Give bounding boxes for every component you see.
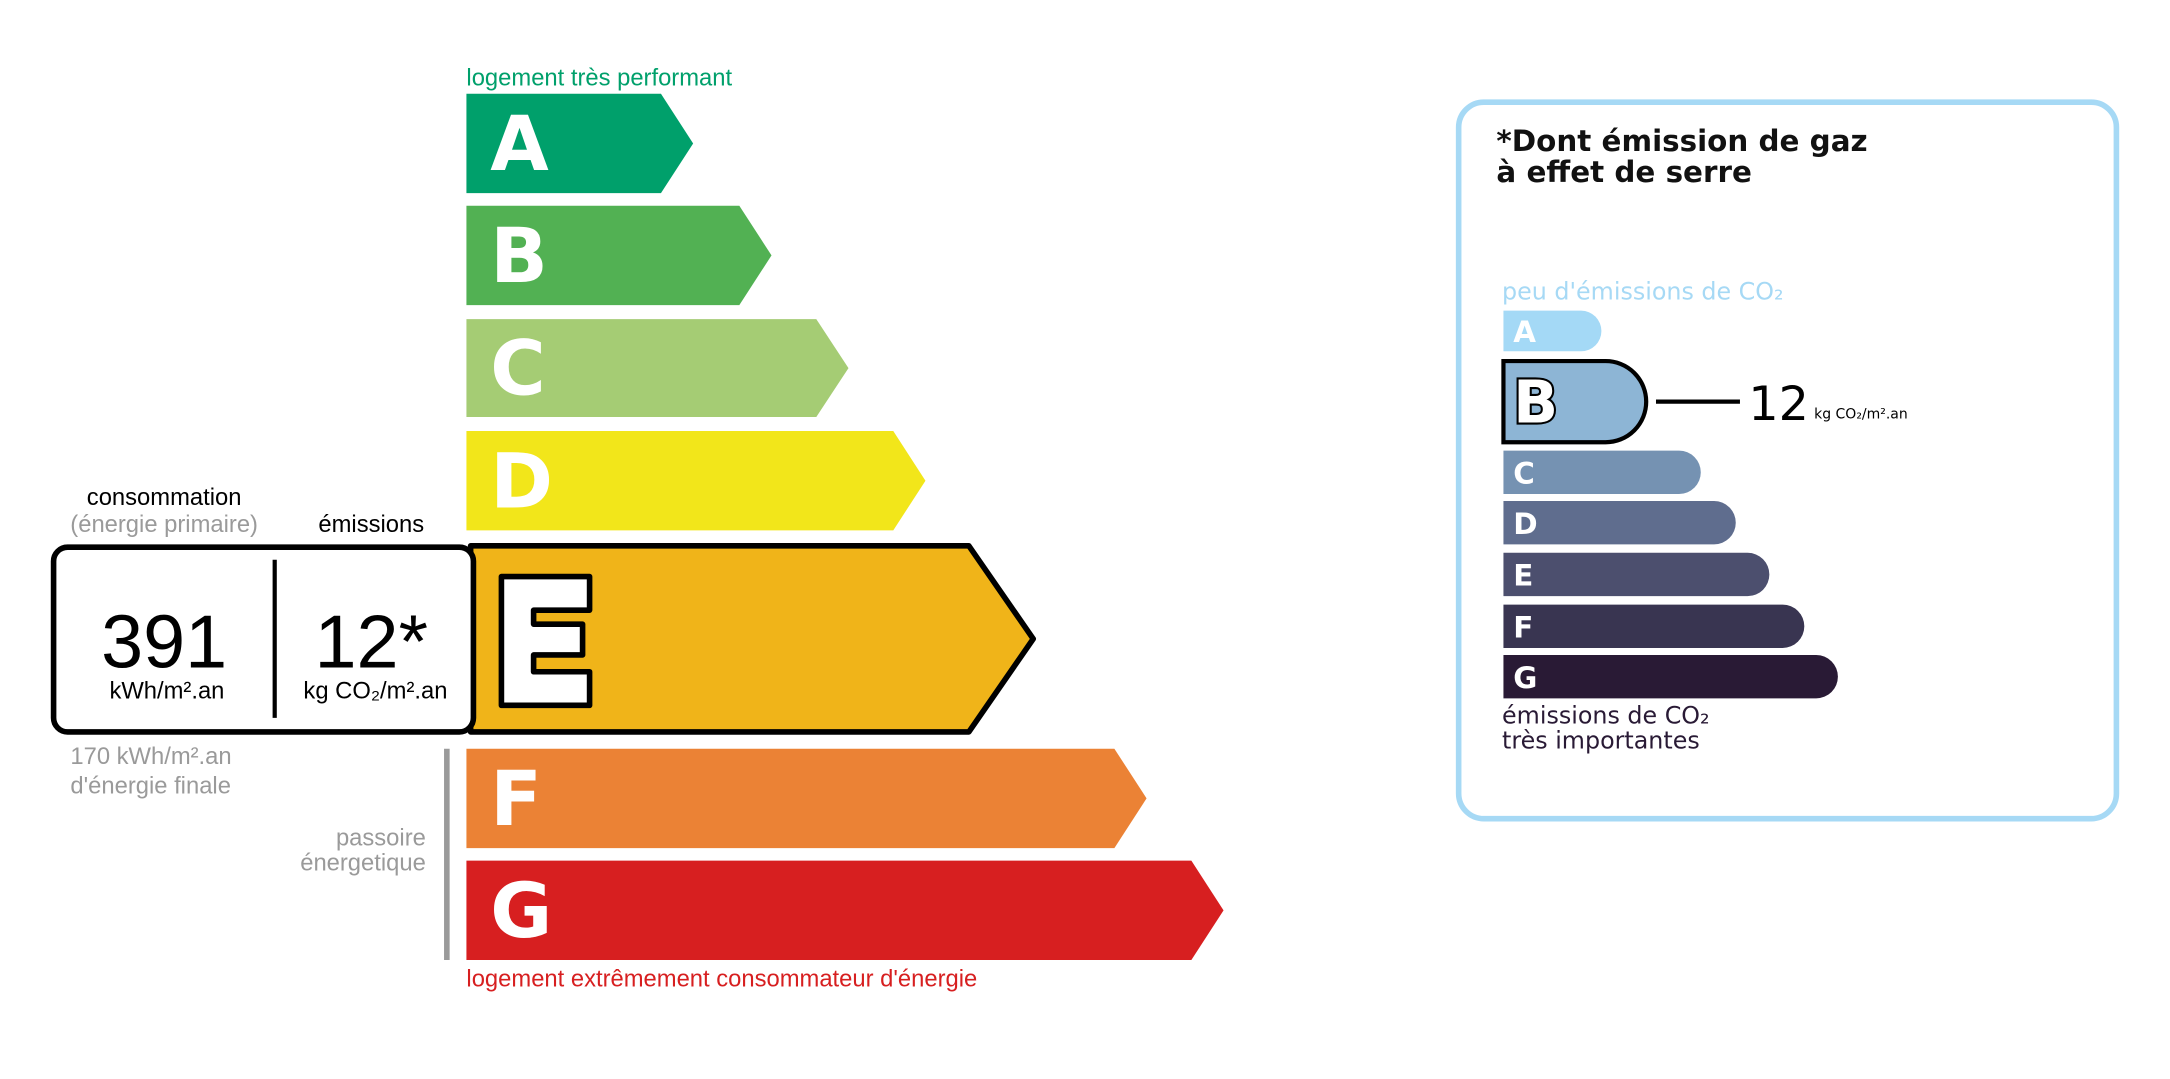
ghg-bar-a bbox=[1503, 310, 1602, 352]
energy-letter-a: A bbox=[490, 100, 549, 188]
ghg-top-label: peu d'émissions de CO₂ bbox=[1502, 277, 1784, 305]
emissions-unit: kg CO₂/m².an bbox=[303, 677, 447, 704]
energy-letter-c: C bbox=[490, 325, 545, 413]
ghg-bar-f bbox=[1503, 604, 1805, 648]
ghg-letter-g: G bbox=[1513, 661, 1537, 695]
energy-letter-e-glyph bbox=[498, 573, 593, 709]
ghg-bar-e bbox=[1503, 552, 1770, 597]
consumption-value: 391 bbox=[101, 601, 227, 685]
energy-bar-c bbox=[466, 319, 849, 418]
energy-bar-a bbox=[466, 93, 694, 194]
ghg-title-1: *Dont émission de gaz bbox=[1496, 124, 1867, 158]
ghg-letter-a: A bbox=[1513, 315, 1536, 349]
ghg-letter-b: B bbox=[1513, 368, 1558, 437]
energy-bar-f bbox=[466, 748, 1147, 849]
energy-bar-g bbox=[466, 860, 1224, 961]
final-energy-value: 170 kWh/m².an bbox=[70, 743, 231, 770]
ghg-bottom-label-2: très importantes bbox=[1502, 727, 1700, 755]
energy-bar-d bbox=[466, 431, 926, 531]
ghg-bar-g bbox=[1503, 654, 1838, 699]
energy-bar-b bbox=[466, 205, 772, 306]
energy-letter-g: G bbox=[490, 867, 552, 955]
ghg-letter-c: C bbox=[1513, 457, 1535, 491]
ghg-value: 12 bbox=[1748, 377, 1809, 432]
consumption-unit: kWh/m².an bbox=[109, 677, 224, 704]
ghg-unit: kg CO₂/m².an bbox=[1814, 406, 1908, 422]
ghg-bar-b bbox=[1501, 358, 1649, 445]
ghg-letter-d: D bbox=[1513, 507, 1537, 541]
ghg-letter-f: F bbox=[1513, 610, 1533, 644]
energy-letter-b: B bbox=[490, 212, 548, 300]
passoire-label-1: passoire bbox=[336, 824, 426, 851]
values-box bbox=[50, 544, 477, 735]
passoire-label-2: énergetique bbox=[300, 849, 426, 876]
energy-top-label: logement très performant bbox=[466, 64, 732, 91]
consumption-header: consommation bbox=[87, 484, 242, 511]
ghg-bar-c bbox=[1503, 450, 1701, 495]
ghg-title-2: à effet de serre bbox=[1496, 155, 1751, 189]
emissions-header: émissions bbox=[318, 511, 424, 538]
energy-bottom-label: logement extrêmement consommateur d'éner… bbox=[466, 966, 977, 993]
final-energy-label: d'énergie finale bbox=[70, 773, 231, 800]
ghg-bottom-label-1: émissions de CO₂ bbox=[1502, 702, 1710, 730]
consumption-subheader: (énergie primaire) bbox=[70, 511, 258, 538]
emissions-value: 12* bbox=[315, 601, 428, 685]
energy-letter-d: D bbox=[490, 437, 553, 525]
energy-letter-f: F bbox=[490, 755, 542, 843]
ghg-bar-d bbox=[1503, 501, 1736, 545]
ghg-letter-e: E bbox=[1513, 559, 1533, 593]
